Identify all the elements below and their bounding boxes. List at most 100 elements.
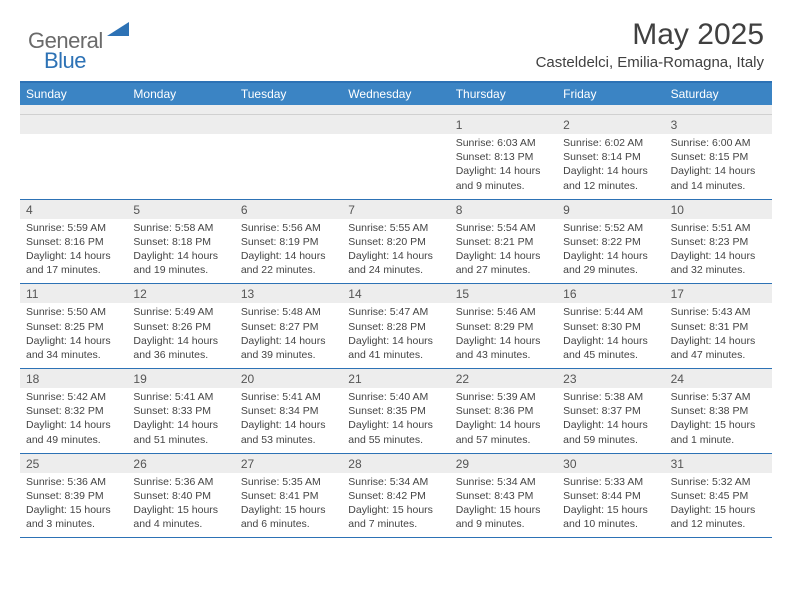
daylight-text: Daylight: 14 hours and 12 minutes.	[563, 164, 658, 192]
weekday-friday: Friday	[557, 83, 664, 105]
sunset-text: Sunset: 8:14 PM	[563, 150, 658, 164]
day-content: Sunrise: 5:54 AMSunset: 8:21 PMDaylight:…	[450, 219, 557, 284]
week-4-content: Sunrise: 5:36 AMSunset: 8:39 PMDaylight:…	[20, 473, 772, 539]
day-content	[235, 134, 342, 199]
sunrise-text: Sunrise: 5:58 AM	[133, 221, 228, 235]
day-content	[342, 134, 449, 199]
sunset-text: Sunset: 8:22 PM	[563, 235, 658, 249]
daylight-text: Daylight: 14 hours and 45 minutes.	[563, 334, 658, 362]
sunrise-text: Sunrise: 5:59 AM	[26, 221, 121, 235]
day-content: Sunrise: 5:50 AMSunset: 8:25 PMDaylight:…	[20, 303, 127, 368]
sunset-text: Sunset: 8:35 PM	[348, 404, 443, 418]
daylight-text: Daylight: 14 hours and 14 minutes.	[671, 164, 766, 192]
day-content: Sunrise: 5:40 AMSunset: 8:35 PMDaylight:…	[342, 388, 449, 453]
logo-text-blue: Blue	[44, 48, 86, 74]
sunset-text: Sunset: 8:33 PM	[133, 404, 228, 418]
day-number: 1	[450, 115, 557, 134]
sunset-text: Sunset: 8:29 PM	[456, 320, 551, 334]
sunrise-text: Sunrise: 5:56 AM	[241, 221, 336, 235]
day-content: Sunrise: 5:43 AMSunset: 8:31 PMDaylight:…	[665, 303, 772, 368]
sunset-text: Sunset: 8:28 PM	[348, 320, 443, 334]
day-content: Sunrise: 5:44 AMSunset: 8:30 PMDaylight:…	[557, 303, 664, 368]
daylight-text: Daylight: 15 hours and 9 minutes.	[456, 503, 551, 531]
daylight-text: Daylight: 14 hours and 27 minutes.	[456, 249, 551, 277]
day-number: 22	[450, 369, 557, 388]
sunset-text: Sunset: 8:32 PM	[26, 404, 121, 418]
day-number: 24	[665, 369, 772, 388]
week-3-content: Sunrise: 5:42 AMSunset: 8:32 PMDaylight:…	[20, 388, 772, 454]
daylight-text: Daylight: 15 hours and 12 minutes.	[671, 503, 766, 531]
day-content: Sunrise: 6:00 AMSunset: 8:15 PMDaylight:…	[665, 134, 772, 199]
day-number: 17	[665, 284, 772, 303]
sunrise-text: Sunrise: 5:38 AM	[563, 390, 658, 404]
day-number: 28	[342, 454, 449, 473]
sunrise-text: Sunrise: 5:35 AM	[241, 475, 336, 489]
sunset-text: Sunset: 8:23 PM	[671, 235, 766, 249]
week-4-daynums: 25262728293031	[20, 454, 772, 473]
day-content: Sunrise: 5:55 AMSunset: 8:20 PMDaylight:…	[342, 219, 449, 284]
day-content: Sunrise: 5:59 AMSunset: 8:16 PMDaylight:…	[20, 219, 127, 284]
weeks-container: 123Sunrise: 6:03 AMSunset: 8:13 PMDaylig…	[20, 115, 772, 538]
logo-triangle-icon	[107, 22, 129, 45]
sunrise-text: Sunrise: 5:47 AM	[348, 305, 443, 319]
day-number: 30	[557, 454, 664, 473]
sunrise-text: Sunrise: 5:33 AM	[563, 475, 658, 489]
daylight-text: Daylight: 14 hours and 17 minutes.	[26, 249, 121, 277]
sunset-text: Sunset: 8:41 PM	[241, 489, 336, 503]
day-content: Sunrise: 5:56 AMSunset: 8:19 PMDaylight:…	[235, 219, 342, 284]
sunrise-text: Sunrise: 5:52 AM	[563, 221, 658, 235]
day-number: 5	[127, 200, 234, 219]
sunrise-text: Sunrise: 5:55 AM	[348, 221, 443, 235]
daylight-text: Daylight: 14 hours and 34 minutes.	[26, 334, 121, 362]
day-content: Sunrise: 5:33 AMSunset: 8:44 PMDaylight:…	[557, 473, 664, 538]
day-content	[20, 134, 127, 199]
sunset-text: Sunset: 8:42 PM	[348, 489, 443, 503]
day-number	[235, 115, 342, 134]
sunrise-text: Sunrise: 5:36 AM	[133, 475, 228, 489]
sunrise-text: Sunrise: 5:34 AM	[456, 475, 551, 489]
week-2-content: Sunrise: 5:50 AMSunset: 8:25 PMDaylight:…	[20, 303, 772, 369]
sunset-text: Sunset: 8:16 PM	[26, 235, 121, 249]
day-number: 27	[235, 454, 342, 473]
day-number: 18	[20, 369, 127, 388]
daylight-text: Daylight: 14 hours and 29 minutes.	[563, 249, 658, 277]
day-number: 8	[450, 200, 557, 219]
sunrise-text: Sunrise: 5:54 AM	[456, 221, 551, 235]
day-content: Sunrise: 5:34 AMSunset: 8:42 PMDaylight:…	[342, 473, 449, 538]
day-number: 7	[342, 200, 449, 219]
day-number: 25	[20, 454, 127, 473]
spacer-row	[20, 105, 772, 115]
day-number: 4	[20, 200, 127, 219]
sunset-text: Sunset: 8:43 PM	[456, 489, 551, 503]
daylight-text: Daylight: 14 hours and 43 minutes.	[456, 334, 551, 362]
sunset-text: Sunset: 8:21 PM	[456, 235, 551, 249]
day-number: 14	[342, 284, 449, 303]
daylight-text: Daylight: 14 hours and 59 minutes.	[563, 418, 658, 446]
sunset-text: Sunset: 8:26 PM	[133, 320, 228, 334]
sunrise-text: Sunrise: 5:34 AM	[348, 475, 443, 489]
sunrise-text: Sunrise: 5:46 AM	[456, 305, 551, 319]
sunrise-text: Sunrise: 5:36 AM	[26, 475, 121, 489]
daylight-text: Daylight: 14 hours and 51 minutes.	[133, 418, 228, 446]
day-number: 21	[342, 369, 449, 388]
daylight-text: Daylight: 15 hours and 7 minutes.	[348, 503, 443, 531]
sunset-text: Sunset: 8:31 PM	[671, 320, 766, 334]
daylight-text: Daylight: 14 hours and 19 minutes.	[133, 249, 228, 277]
sunrise-text: Sunrise: 5:39 AM	[456, 390, 551, 404]
sunset-text: Sunset: 8:19 PM	[241, 235, 336, 249]
sunrise-text: Sunrise: 6:02 AM	[563, 136, 658, 150]
sunrise-text: Sunrise: 5:43 AM	[671, 305, 766, 319]
sunrise-text: Sunrise: 5:41 AM	[133, 390, 228, 404]
logo: General Blue	[28, 28, 129, 54]
sunset-text: Sunset: 8:36 PM	[456, 404, 551, 418]
sunrise-text: Sunrise: 5:49 AM	[133, 305, 228, 319]
day-number: 6	[235, 200, 342, 219]
day-number: 9	[557, 200, 664, 219]
day-number: 13	[235, 284, 342, 303]
sunrise-text: Sunrise: 5:48 AM	[241, 305, 336, 319]
daylight-text: Daylight: 14 hours and 32 minutes.	[671, 249, 766, 277]
day-number: 20	[235, 369, 342, 388]
week-0-daynums: 123	[20, 115, 772, 134]
sunrise-text: Sunrise: 5:32 AM	[671, 475, 766, 489]
daylight-text: Daylight: 14 hours and 53 minutes.	[241, 418, 336, 446]
